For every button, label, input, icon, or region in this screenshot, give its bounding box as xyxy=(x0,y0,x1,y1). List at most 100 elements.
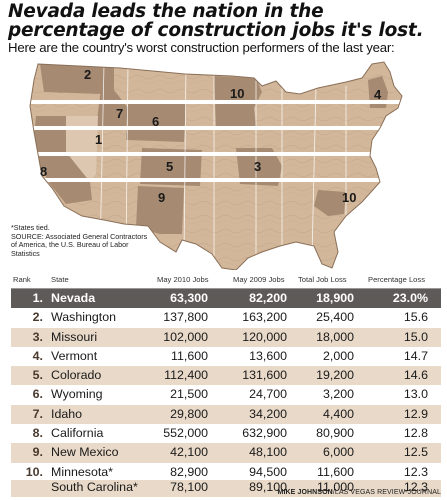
row-percentage-loss: 12.3 xyxy=(403,464,428,479)
credit-outlet: /LAS VEGAS REVIEW-JOURNAL xyxy=(332,489,441,496)
map-label: 2 xyxy=(84,67,91,82)
row-rank: 2. xyxy=(32,310,43,325)
row-state: Colorado xyxy=(51,368,102,383)
row-may2009-jobs: 120,000 xyxy=(242,329,287,344)
map-label: 5 xyxy=(166,159,173,174)
map-label: 10 xyxy=(230,86,244,101)
row-percentage-loss: 15.6 xyxy=(403,310,428,325)
row-percentage-loss: 14.7 xyxy=(403,348,428,363)
row-may2009-jobs: 24,700 xyxy=(249,387,287,402)
map-label: 3 xyxy=(254,159,261,174)
map-state-nevada xyxy=(66,116,98,182)
map-state-colorado xyxy=(140,148,202,186)
row-percentage-loss: 23.0% xyxy=(392,291,428,305)
row-state: Washington xyxy=(51,310,116,325)
map-highlight-bands xyxy=(30,100,402,182)
row-total-job-loss: 6,000 xyxy=(322,445,354,460)
row-total-job-loss: 18,900 xyxy=(316,291,354,305)
row-may2010-jobs: 29,800 xyxy=(170,406,208,421)
row-total-job-loss: 11,000 xyxy=(317,479,354,494)
map-label: 8 xyxy=(40,164,47,179)
source-line: SOURCE: Associated General Contractors xyxy=(11,231,148,241)
row-rank: 6. xyxy=(32,387,43,402)
row-percentage-loss: 15.0 xyxy=(403,329,428,344)
row-state: South Carolina* xyxy=(51,479,138,494)
col-header-state: State xyxy=(51,275,69,284)
row-state: Minnesota* xyxy=(51,464,113,479)
table-row: 10. Minnesota* 82,900 94,500 11,600 12.3 xyxy=(11,463,441,480)
row-may2009-jobs: 131,600 xyxy=(242,368,287,383)
row-may2010-jobs: 78,100 xyxy=(170,479,208,494)
row-percentage-loss: 12.9 xyxy=(403,406,428,421)
credit-author: MIKE JOHNSON xyxy=(277,489,333,496)
table-row: 3. Missouri 102,000 120,000 18,000 15.0 xyxy=(11,327,441,347)
map-label: 4 xyxy=(374,87,382,102)
row-may2010-jobs: 112,400 xyxy=(164,368,208,383)
row-may2010-jobs: 102,000 xyxy=(163,329,208,344)
table-row: 2. Washington 137,800 163,200 25,400 15.6 xyxy=(11,308,441,327)
table-row: 8. California 552,000 632,900 80,900 12.8 xyxy=(11,424,441,443)
col-header-may2010: May 2010 Jobs xyxy=(157,275,209,284)
col-header-total-loss: Total Job Loss xyxy=(298,275,347,284)
row-may2010-jobs: 82,900 xyxy=(170,464,208,479)
rankings-table: Rank State May 2010 Jobs May 2009 Jobs T… xyxy=(11,272,441,497)
row-may2009-jobs: 48,100 xyxy=(249,445,287,460)
table-row: 7. Idaho 29,800 34,200 4,400 12.9 xyxy=(11,404,441,425)
row-may2009-jobs: 632,900 xyxy=(242,426,287,441)
row-rank: 10. xyxy=(25,464,43,479)
source-note: *States tied. SOURCE: Associated General… xyxy=(11,223,176,258)
us-map: 1 2 3 4 5 6 7 8 9 10 10 xyxy=(29,61,403,270)
row-rank: 8. xyxy=(32,426,43,441)
row-rank: 7. xyxy=(32,406,43,421)
map-label: 7 xyxy=(116,106,123,121)
row-percentage-loss: 14.6 xyxy=(403,368,428,383)
table-body: 1. Nevada 63,300 82,200 18,900 23.0% 2. Washing… xyxy=(11,288,441,497)
row-total-job-loss: 2,000 xyxy=(322,348,354,363)
row-percentage-loss: 12.3 xyxy=(403,479,428,494)
table-row: 5. Colorado 112,400 131,600 19,200 14.6 xyxy=(11,366,441,386)
map-label: 1 xyxy=(95,132,102,147)
table-row: 6. Wyoming 21,500 24,700 3,200 13.0 xyxy=(11,385,441,404)
row-may2009-jobs: 89,100 xyxy=(249,479,287,494)
row-state: Wyoming xyxy=(51,387,103,402)
row-may2010-jobs: 21,500 xyxy=(170,387,208,402)
table-row: 1. Nevada 63,300 82,200 18,900 23.0% xyxy=(11,289,441,309)
row-total-job-loss: 25,400 xyxy=(316,310,354,325)
map-state-wyoming xyxy=(126,100,186,142)
map-state-south-carolina xyxy=(314,190,346,216)
row-rank: 5. xyxy=(32,368,43,383)
row-percentage-loss: 12.8 xyxy=(403,426,428,441)
row-total-job-loss: 19,200 xyxy=(316,368,354,383)
table-row: South Carolina* 78,100 89,100 11,000 12.3 xyxy=(11,479,441,497)
row-may2010-jobs: 552,000 xyxy=(163,426,208,441)
map-label: 10 xyxy=(342,190,356,205)
row-rank: 3. xyxy=(32,329,43,344)
chart-title: Nevada leads the nation in the percentag… xyxy=(8,1,424,41)
row-percentage-loss: 13.0 xyxy=(403,387,428,402)
table-header: Rank State May 2010 Jobs May 2009 Jobs T… xyxy=(11,272,441,288)
map-label: 6 xyxy=(152,114,159,129)
row-may2009-jobs: 34,200 xyxy=(249,406,287,421)
row-total-job-loss: 4,400 xyxy=(322,406,354,421)
row-may2009-jobs: 163,200 xyxy=(242,310,287,325)
col-header-rank: Rank xyxy=(13,275,31,284)
photo-credit: MIKE JOHNSON/LAS VEGAS REVIEW-JOURNAL xyxy=(278,489,441,496)
row-may2009-jobs: 94,500 xyxy=(249,464,287,479)
row-total-job-loss: 3,200 xyxy=(322,387,354,402)
chart-subtitle: Here are the country's worst constructio… xyxy=(8,40,395,55)
row-total-job-loss: 11,600 xyxy=(317,464,354,479)
map-state-missouri xyxy=(236,148,282,186)
row-may2010-jobs: 63,300 xyxy=(170,291,208,305)
table-row: 4. Vermont 11,600 13,600 2,000 14.7 xyxy=(11,347,441,366)
row-state: California xyxy=(51,426,104,441)
map-state-new-mexico xyxy=(136,186,184,234)
row-may2009-jobs: 82,200 xyxy=(249,291,287,305)
map-state-washington xyxy=(40,64,104,94)
row-state: Missouri xyxy=(51,329,98,344)
row-total-job-loss: 18,000 xyxy=(316,329,354,344)
col-header-pct-loss: Percentage Loss xyxy=(368,275,425,284)
row-may2010-jobs: 11,600 xyxy=(171,348,208,363)
row-total-job-loss: 80,900 xyxy=(316,426,354,441)
row-state: Idaho xyxy=(51,406,83,421)
row-may2010-jobs: 137,800 xyxy=(163,310,208,325)
